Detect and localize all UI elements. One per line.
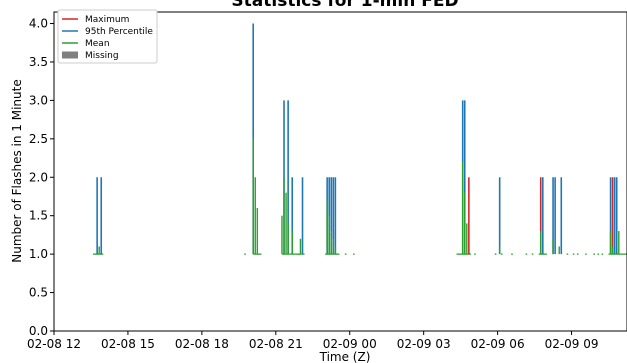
y-tick-label: 3.5 — [29, 55, 48, 69]
legend-box — [57, 9, 158, 64]
legend-label: 95th Percentile — [85, 27, 153, 37]
legend-label: Missing — [85, 51, 119, 61]
legend-label: Maximum — [85, 15, 129, 25]
y-tick-label: 2.0 — [29, 170, 48, 184]
x-tick-label: 02-09 03 — [397, 337, 451, 351]
x-axis-label: Time (Z) — [319, 350, 371, 363]
y-tick-label: 0.0 — [29, 324, 48, 338]
series-layer — [93, 23, 627, 255]
legend-swatch-missing — [62, 51, 78, 59]
x-tick-label: 02-08 15 — [101, 337, 155, 351]
legend: Maximum 95th Percentile Mean Missing — [57, 9, 158, 64]
x-tick-label: 02-08 18 — [175, 337, 229, 351]
legend-label: Mean — [85, 39, 110, 49]
y-tick-label: 3.0 — [29, 93, 48, 107]
x-tick-label: 02-08 12 — [27, 337, 81, 351]
y-tick-label: 4.0 — [29, 17, 48, 31]
x-tick-label: 02-09 00 — [323, 337, 377, 351]
y-tick-label: 2.5 — [29, 132, 48, 146]
x-tick-label: 02-09 06 — [471, 337, 525, 351]
x-tick-label: 02-09 09 — [545, 337, 599, 351]
y-axis: 0.0 0.5 1.0 1.5 2.0 2.5 3.0 3.5 4.0 — [29, 17, 54, 338]
y-axis-label: Number of Flashes in 1 Minute — [10, 79, 24, 263]
y-tick-label: 0.5 — [29, 286, 48, 300]
plot-frame — [53, 11, 627, 332]
x-axis: 02-08 12 02-08 15 02-08 18 02-08 21 02-09 00… — [27, 331, 599, 351]
y-tick-label: 1.0 — [29, 247, 48, 261]
chart-title: Statistics for 1-min FED — [231, 0, 458, 11]
x-tick-label: 02-08 21 — [249, 337, 303, 351]
y-tick-label: 1.5 — [29, 209, 48, 223]
